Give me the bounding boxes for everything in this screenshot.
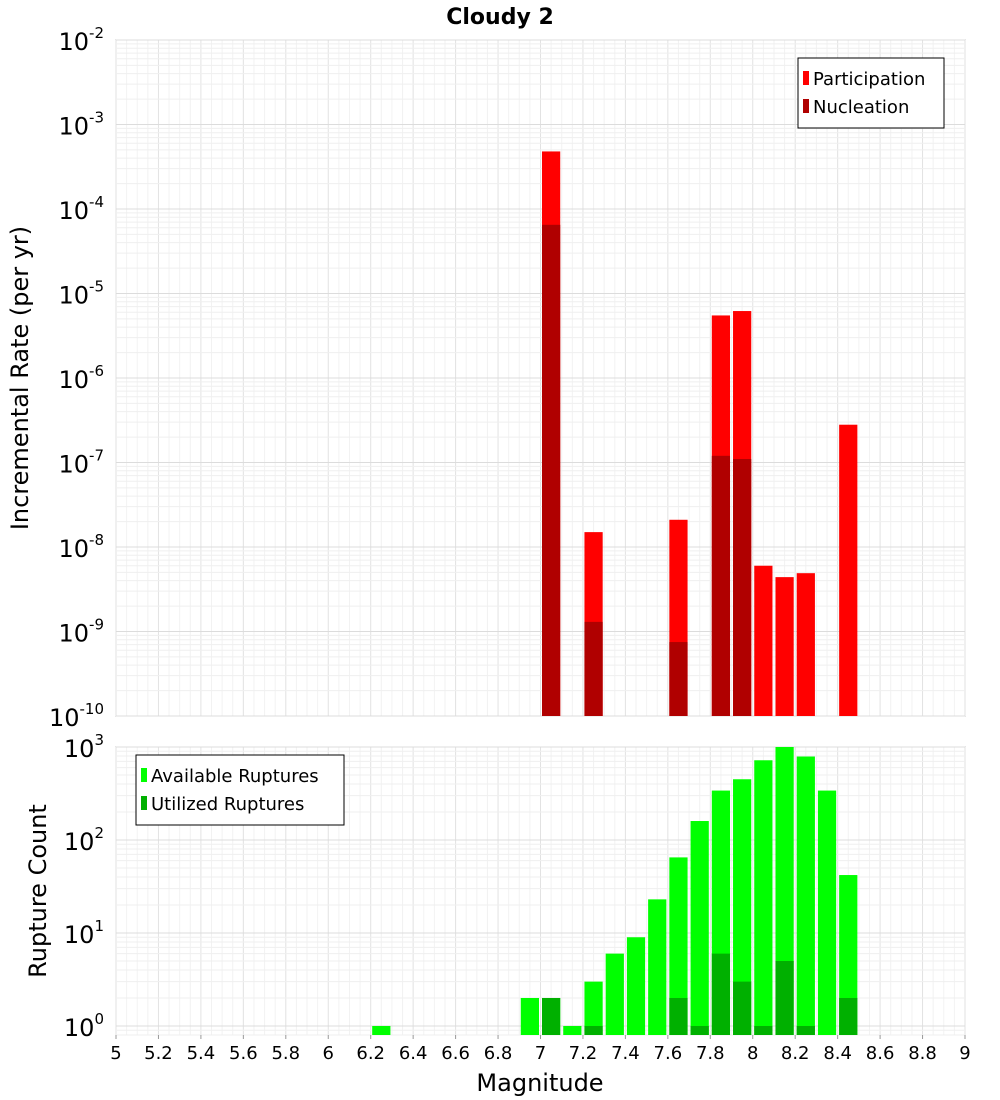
count-bar-available-ruptures (520, 997, 539, 1035)
rate-bar-nucleation (542, 224, 561, 716)
legend-swatch (803, 99, 809, 113)
x-tick-label: 6 (323, 1043, 334, 1064)
x-tick-label: 7.2 (569, 1043, 598, 1064)
legend-label: Nucleation (813, 97, 909, 118)
bottom-y-axis-label: Rupture Count (24, 804, 52, 978)
x-tick-label: 8.6 (866, 1043, 895, 1064)
bottom-bars (372, 747, 858, 1035)
x-ticks: 5 5.2 5.4 5.6 5.8 6 6.2 6.4 6.6 6.8 7 7.2 7.4 7.6 7.8 8… (110, 1035, 971, 1064)
count-bar-utilized-ruptures (584, 1025, 603, 1035)
legend-label: Available Ruptures (151, 766, 319, 787)
x-tick-label: 8.8 (908, 1043, 937, 1064)
rate-bar-nucleation (733, 459, 752, 716)
legend-label: Participation (813, 69, 925, 90)
y-tick-label: 10-7 (58, 447, 104, 479)
x-tick-label: 6.6 (441, 1043, 470, 1064)
x-tick-label: 7.8 (696, 1043, 725, 1064)
x-tick-label: 5.4 (187, 1043, 216, 1064)
rate-bar-participation (775, 577, 794, 716)
y-tick-label: 101 (64, 917, 104, 949)
count-bar-utilized-ruptures (669, 997, 688, 1035)
count-bar-utilized-ruptures (839, 997, 858, 1035)
y-tick-label: 10-10 (49, 700, 104, 732)
y-tick-label: 10-2 (58, 24, 104, 56)
y-tick-label: 10-8 (58, 531, 104, 563)
count-bar-available-ruptures (796, 756, 815, 1035)
count-bar-available-ruptures (648, 899, 667, 1035)
count-bar-utilized-ruptures (542, 997, 561, 1035)
x-tick-label: 5.2 (144, 1043, 173, 1064)
rate-bar-nucleation (711, 455, 731, 716)
x-tick-label: 6.4 (399, 1043, 428, 1064)
count-bar-available-ruptures (584, 981, 603, 1035)
rate-bar-participation (754, 565, 773, 716)
x-tick-label: 6.2 (356, 1043, 385, 1064)
bottom-panel: 103 102 101 100 5 5.2 5.4 5.6 5.8 6 6.2 6.4 6.6 6.8 7… (24, 731, 971, 1097)
chart-title: Cloudy 2 (446, 5, 554, 30)
count-bar-utilized-ruptures (733, 981, 752, 1035)
y-tick-label: 10-6 (58, 362, 104, 394)
count-bar-available-ruptures (605, 953, 624, 1035)
x-tick-label: 8.4 (823, 1043, 852, 1064)
count-bar-available-ruptures (563, 1025, 582, 1035)
count-bar-utilized-ruptures (775, 960, 794, 1035)
x-tick-label: 5 (110, 1043, 121, 1064)
x-tick-label: 5.6 (229, 1043, 258, 1064)
x-tick-label: 8.2 (781, 1043, 810, 1064)
legend-swatch (803, 71, 809, 85)
legend-swatch (141, 796, 147, 810)
count-bar-available-ruptures (733, 779, 752, 1035)
bottom-y-ticks: 103 102 101 100 (64, 731, 104, 1042)
top-grid (115, 39, 966, 717)
count-bar-utilized-ruptures (796, 1025, 815, 1035)
count-bar-available-ruptures (690, 821, 709, 1035)
y-tick-label: 100 (64, 1010, 104, 1042)
y-tick-label: 10-3 (58, 109, 104, 141)
top-y-axis-label: Incremental Rate (per yr) (6, 226, 34, 530)
rate-bar-nucleation (669, 642, 688, 716)
top-bars (542, 151, 858, 716)
x-tick-label: 5.8 (271, 1043, 300, 1064)
count-bar-available-ruptures (626, 937, 646, 1035)
y-tick-label: 103 (64, 731, 104, 763)
count-bar-utilized-ruptures (754, 1025, 773, 1035)
count-bar-available-ruptures (839, 875, 858, 1035)
x-tick-label: 9 (959, 1043, 970, 1064)
top-legend: Participation Nucleation (797, 57, 945, 129)
legend-box (135, 754, 345, 826)
y-tick-label: 10-5 (58, 278, 104, 310)
count-bar-available-ruptures (372, 1025, 391, 1035)
x-axis-label: Magnitude (476, 1069, 603, 1097)
y-tick-label: 102 (64, 824, 104, 856)
x-tick-label: 7 (535, 1043, 546, 1064)
top-y-ticks: 10-2 10-3 10-4 10-5 10-6 10-7 10-8 10-9 10-10 (49, 24, 104, 732)
count-bar-utilized-ruptures (711, 953, 731, 1035)
legend-box (797, 57, 945, 129)
y-tick-label: 10-9 (58, 616, 104, 648)
x-tick-label: 7.4 (611, 1043, 640, 1064)
x-tick-label: 6.8 (484, 1043, 513, 1064)
rate-bar-participation (839, 424, 858, 716)
legend-swatch (141, 768, 147, 782)
bottom-legend: Available Ruptures Utilized Ruptures (135, 754, 345, 826)
count-bar-available-ruptures (669, 857, 688, 1035)
y-tick-label: 10-4 (58, 193, 104, 225)
count-bar-available-ruptures (817, 790, 837, 1035)
count-bar-available-ruptures (754, 760, 773, 1035)
top-panel: 10-2 10-3 10-4 10-5 10-6 10-7 10-8 10-9 10-10 In… (6, 24, 966, 732)
rate-bar-nucleation (584, 621, 603, 716)
x-tick-label: 7.6 (654, 1043, 683, 1064)
legend-label: Utilized Ruptures (151, 794, 304, 815)
count-bar-utilized-ruptures (690, 1025, 709, 1035)
x-tick-label: 8 (747, 1043, 758, 1064)
rate-bar-participation (796, 573, 815, 716)
